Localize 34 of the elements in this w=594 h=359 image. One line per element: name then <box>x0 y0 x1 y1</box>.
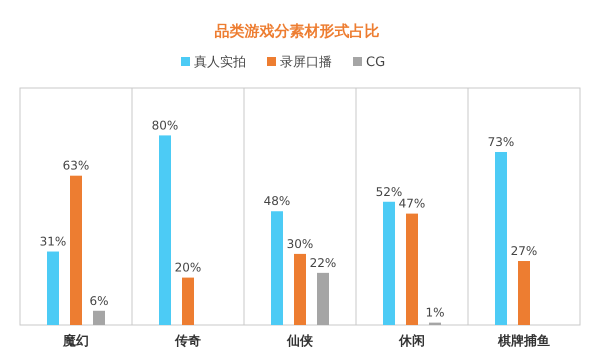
bar <box>70 176 82 325</box>
x-tick-label: 传奇 <box>174 334 201 349</box>
bar <box>47 252 59 325</box>
data-label: 63% <box>62 158 90 173</box>
data-label: 31% <box>40 234 66 249</box>
data-label: 73% <box>488 134 514 149</box>
data-label: 27% <box>510 244 538 258</box>
bar <box>159 135 171 325</box>
data-label: 6% <box>89 294 109 308</box>
x-tick-label: 棋牌捕鱼 <box>497 333 550 349</box>
data-label: 20% <box>174 260 202 275</box>
bar <box>271 211 283 325</box>
bar <box>518 261 530 325</box>
data-label: 48% <box>264 194 290 208</box>
chart-title: 品类游戏分素材形式占比 <box>214 22 380 40</box>
data-label: 52% <box>376 184 402 199</box>
data-label: 30% <box>286 236 314 251</box>
legend-label: 真人实拍 <box>194 55 246 70</box>
bar <box>294 254 306 325</box>
x-tick-label: 休闲 <box>398 334 425 349</box>
legend-label: 录屏口播 <box>280 55 332 70</box>
data-label: 1% <box>425 306 445 320</box>
x-tick-label: 仙侠 <box>286 334 313 349</box>
bar <box>182 278 194 325</box>
bar <box>383 202 395 325</box>
legend-label: CG <box>366 55 386 70</box>
bar <box>317 272 329 325</box>
bar <box>93 310 105 325</box>
data-label: 47% <box>398 196 426 211</box>
x-tick-label: 魔幻 <box>62 333 89 349</box>
data-label: 80% <box>152 118 178 132</box>
bar <box>406 214 418 325</box>
data-label: 22% <box>310 256 336 270</box>
bar <box>495 152 507 325</box>
